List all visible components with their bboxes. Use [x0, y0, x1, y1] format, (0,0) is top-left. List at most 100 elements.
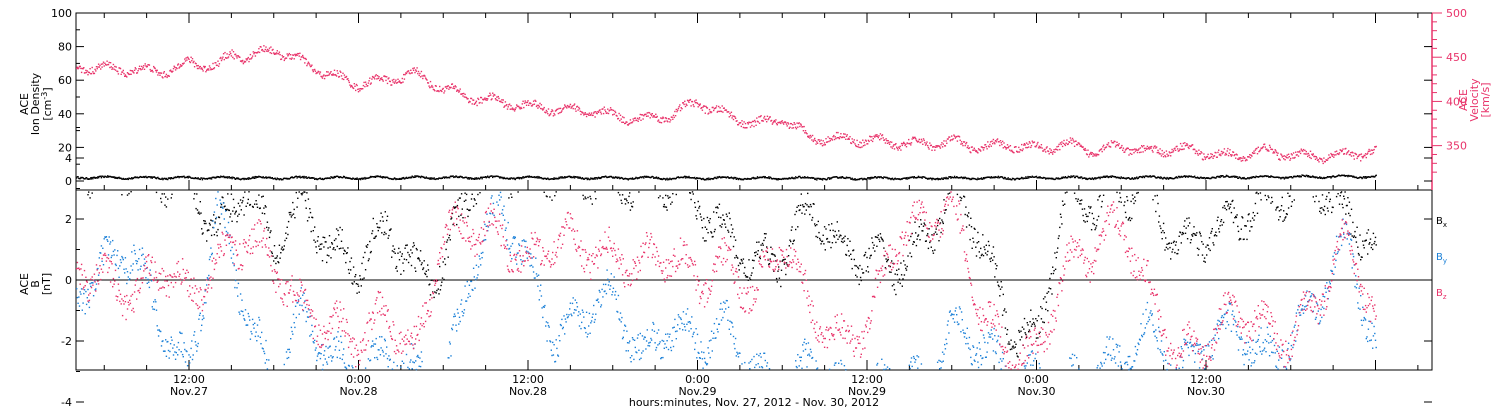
- density-point: [473, 178, 475, 180]
- bx-point: [359, 275, 361, 277]
- velocity-point: [1168, 151, 1170, 153]
- bx-point: [893, 283, 895, 286]
- density-point: [441, 177, 444, 179]
- velocity-point: [1360, 160, 1362, 162]
- velocity-point: [137, 70, 139, 72]
- density-point: [1079, 177, 1081, 179]
- velocity-point: [1082, 146, 1084, 148]
- bx-point: [429, 294, 432, 296]
- velocity-point: [1318, 161, 1320, 163]
- density-point: [912, 177, 915, 179]
- density-point: [145, 176, 148, 179]
- bx-point: [363, 277, 365, 279]
- velocity-point: [929, 142, 931, 144]
- bx-point: [948, 192, 951, 194]
- velocity-point: [1059, 148, 1061, 151]
- velocity-point: [999, 144, 1001, 147]
- bx-point: [725, 213, 728, 215]
- velocity-point: [703, 105, 705, 107]
- velocity-point: [222, 56, 224, 58]
- bx-point: [302, 192, 304, 194]
- density-point: [836, 176, 838, 179]
- bx-point: [1018, 329, 1020, 332]
- bx-point: [1165, 237, 1167, 239]
- bx-point: [927, 247, 930, 250]
- velocity-point: [148, 64, 151, 66]
- bx-point: [983, 246, 985, 248]
- velocity-point: [1305, 150, 1307, 153]
- velocity-point: [168, 75, 170, 77]
- velocity-point: [1091, 152, 1093, 154]
- density-point: [198, 178, 201, 180]
- velocity-point: [126, 72, 129, 74]
- velocity-point: [704, 112, 706, 114]
- bx-point: [282, 249, 284, 251]
- velocity-point: [1042, 150, 1044, 152]
- density-point: [498, 176, 500, 178]
- density-point: [576, 176, 579, 178]
- velocity-point: [636, 119, 638, 121]
- velocity-point: [1232, 151, 1235, 153]
- bx-point: [982, 254, 985, 257]
- velocity-point: [362, 88, 364, 90]
- velocity-point: [1261, 147, 1263, 150]
- density-point: [890, 178, 892, 181]
- density-point: [1248, 178, 1250, 180]
- density-point: [398, 178, 400, 180]
- velocity-point: [889, 141, 891, 143]
- density-point: [262, 176, 264, 178]
- density-point: [537, 177, 540, 179]
- density-point: [685, 175, 687, 178]
- bx-point: [792, 240, 795, 242]
- velocity-point: [593, 111, 596, 113]
- density-point: [830, 178, 832, 180]
- density-point: [470, 177, 472, 179]
- bx-point: [933, 233, 935, 235]
- velocity-point: [227, 57, 229, 59]
- velocity-point: [734, 116, 736, 118]
- velocity-point: [776, 124, 778, 126]
- velocity-point: [780, 122, 782, 125]
- density-point: [1044, 177, 1046, 179]
- velocity-point: [1006, 144, 1009, 146]
- velocity-point: [419, 72, 421, 75]
- velocity-point: [703, 105, 706, 107]
- bx-point: [1045, 301, 1048, 303]
- velocity-point: [1078, 143, 1081, 145]
- velocity-point: [232, 51, 235, 53]
- velocity-point: [605, 110, 607, 113]
- density-point: [436, 178, 439, 180]
- density-point: [429, 177, 432, 179]
- velocity-point: [542, 108, 545, 110]
- velocity-point: [1025, 142, 1028, 144]
- density-point: [169, 178, 172, 180]
- bx-point: [905, 269, 908, 271]
- velocity-point: [513, 108, 515, 110]
- velocity-point: [872, 138, 874, 140]
- velocity-point: [1341, 150, 1343, 152]
- density-point: [756, 177, 758, 180]
- bx-point: [966, 214, 968, 216]
- bx-point: [815, 235, 817, 238]
- bx-point: [1133, 202, 1135, 205]
- bx-point: [823, 226, 826, 228]
- velocity-point: [208, 65, 211, 67]
- velocity-point: [102, 61, 105, 63]
- density-point: [866, 178, 868, 180]
- velocity-point: [268, 49, 270, 51]
- velocity-point: [356, 84, 358, 87]
- bx-point: [852, 249, 855, 251]
- velocity-point: [766, 115, 769, 117]
- velocity-point: [563, 107, 565, 109]
- velocity-point: [1226, 150, 1228, 152]
- velocity-point: [476, 104, 478, 107]
- velocity-point: [382, 80, 384, 82]
- bx-point: [758, 256, 761, 258]
- velocity-point: [661, 117, 663, 120]
- velocity-point: [298, 55, 300, 57]
- velocity-point: [1114, 146, 1117, 148]
- bx-point: [797, 226, 799, 228]
- density-point: [1054, 178, 1056, 181]
- density-point: [1021, 177, 1024, 179]
- bx-point: [980, 247, 982, 250]
